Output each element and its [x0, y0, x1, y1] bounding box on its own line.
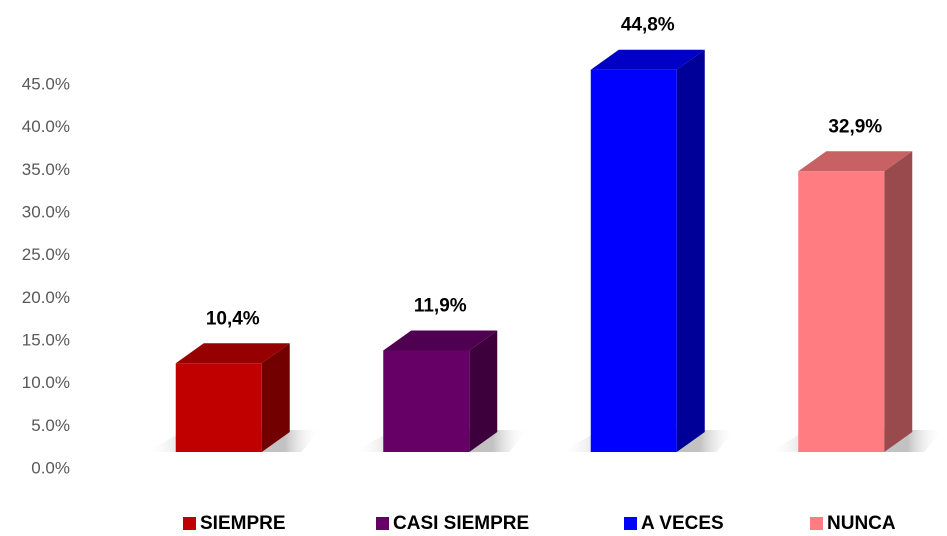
y-tick-label: 35.0% [22, 160, 70, 179]
legend-label: A VECES [641, 513, 724, 534]
data-label: 32,9% [828, 116, 882, 137]
bar [798, 171, 885, 452]
y-tick-label: 0.0% [31, 458, 70, 477]
bar [590, 69, 677, 452]
legend-swatch [810, 517, 823, 530]
bar [383, 350, 470, 452]
data-label: 10,4% [206, 308, 260, 329]
y-tick-label: 20.0% [22, 288, 70, 307]
y-tick-label: 40.0% [22, 117, 70, 136]
y-tick-label: 5.0% [31, 416, 70, 435]
bar-top [590, 49, 705, 70]
legend-swatch [183, 517, 196, 530]
y-tick-label: 25.0% [22, 245, 70, 264]
y-tick-label: 45.0% [22, 74, 70, 93]
y-tick-label: 15.0% [22, 330, 70, 349]
bar-side [469, 330, 498, 452]
legend-swatch [624, 517, 637, 530]
bar-top [175, 343, 290, 364]
legend-swatch [376, 517, 389, 530]
bar-top [383, 330, 498, 351]
y-tick-label: 30.0% [22, 202, 70, 221]
y-tick-label: 10.0% [22, 373, 70, 392]
data-label: 11,9% [414, 295, 467, 316]
bar-top [798, 151, 913, 172]
bar-side [261, 343, 290, 452]
legend-label: CASI SIEMPRE [393, 513, 529, 534]
bar [175, 363, 262, 452]
bar-side [884, 151, 913, 452]
data-label: 44,8% [621, 15, 675, 36]
bar-side [676, 49, 705, 452]
legend-label: SIEMPRE [200, 513, 286, 534]
legend-label: NUNCA [827, 513, 896, 534]
